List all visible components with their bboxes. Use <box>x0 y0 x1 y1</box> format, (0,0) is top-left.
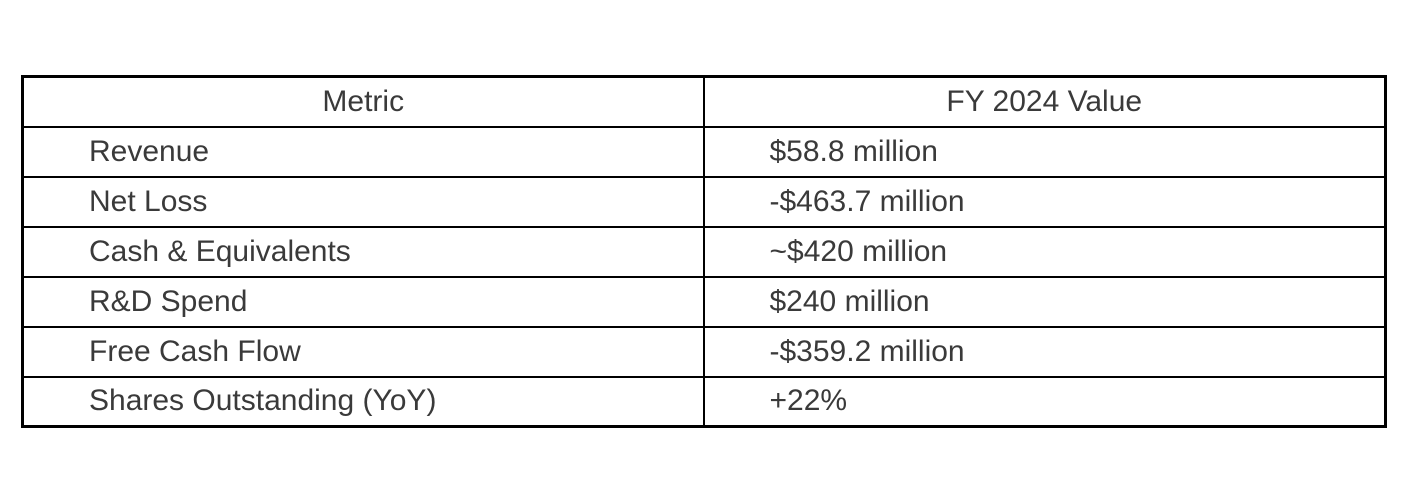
metric-cell: Net Loss <box>21 175 705 228</box>
table-row-shares-outstanding: Shares Outstanding (YoY) +22% <box>21 375 1387 428</box>
table-row-cash-equivalents: Cash & Equivalents ~$420 million <box>21 225 1387 278</box>
value-cell: $58.8 million <box>702 125 1387 178</box>
table-row-revenue: Revenue $58.8 million <box>21 125 1387 178</box>
value-cell: -$463.7 million <box>702 175 1387 228</box>
column-header-fy2024-value: FY 2024 Value <box>702 75 1387 128</box>
metric-cell: R&D Spend <box>21 275 705 328</box>
metric-cell: Cash & Equivalents <box>21 225 705 278</box>
value-cell: $240 million <box>702 275 1387 328</box>
financial-metrics-table: Metric FY 2024 Value Revenue $58.8 milli… <box>21 75 1387 428</box>
metric-cell: Revenue <box>21 125 705 178</box>
value-cell: +22% <box>702 375 1387 428</box>
value-cell: -$359.2 million <box>702 325 1387 378</box>
table-row-net-loss: Net Loss -$463.7 million <box>21 175 1387 228</box>
column-header-metric: Metric <box>21 75 705 128</box>
metric-cell: Free Cash Flow <box>21 325 705 378</box>
table-header-row: Metric FY 2024 Value <box>21 75 1387 128</box>
table-row-rd-spend: R&D Spend $240 million <box>21 275 1387 328</box>
table-row-free-cash-flow: Free Cash Flow -$359.2 million <box>21 325 1387 378</box>
metric-cell: Shares Outstanding (YoY) <box>21 375 705 428</box>
value-cell: ~$420 million <box>702 225 1387 278</box>
